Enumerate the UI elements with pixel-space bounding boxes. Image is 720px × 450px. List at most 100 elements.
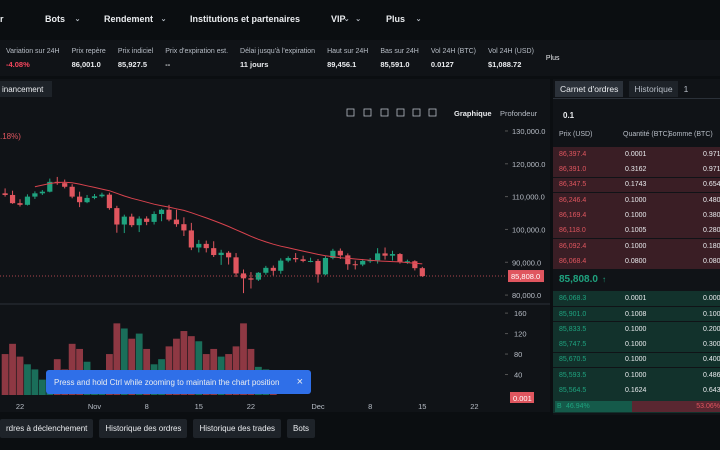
step-select[interactable]: 0.1	[563, 111, 575, 120]
bottom-tab[interactable]: Historique des trades	[193, 418, 282, 438]
stat-label: Prix d'expiration est.	[165, 47, 229, 55]
stat-value: 85,927.5	[117, 59, 148, 69]
book-row: 86,391.0 0.3162 0.971	[553, 162, 720, 178]
candle-body	[24, 196, 31, 205]
candle-body	[412, 261, 418, 269]
stats-more[interactable]: Plus	[545, 54, 560, 62]
book-row: 85,670.5 0.1000 0.400	[553, 352, 720, 368]
toolbar-icon	[346, 108, 355, 117]
candle-body	[151, 214, 157, 222]
book-cell: 86,391.0	[559, 166, 587, 174]
book-cell: 85,593.5	[559, 371, 587, 379]
candle-body	[129, 216, 135, 226]
book-row: 86,246.4 0.1000 0.480	[553, 192, 720, 208]
book-cell: 0.0001	[625, 295, 647, 303]
nav-item[interactable]: Rendement	[104, 14, 154, 24]
stat: Haut sur 24H 89,456.1	[327, 48, 368, 69]
nav-item[interactable]: r	[0, 14, 4, 24]
volume-bar	[24, 364, 31, 395]
volume-bar	[9, 343, 16, 395]
bottom-tab[interactable]: Historique des ordres	[99, 418, 188, 438]
candle-body	[158, 209, 165, 215]
stat-value: 89,456.1	[327, 59, 357, 69]
book-row: 85,901.0 0.1008 0.100	[553, 306, 720, 322]
book-cell: 86,397.4	[559, 150, 587, 158]
last-price-label: 85,808.0	[511, 272, 540, 281]
book-row: 86,068.4 0.0800 0.080	[553, 254, 720, 269]
order-book: Carnet d'ordres Historique 1 0.1 Prix (USD) Q…	[553, 79, 720, 415]
view-tab: Profondeur	[500, 109, 538, 118]
nav-item[interactable]: Bots	[45, 14, 65, 24]
chevron: ⌄	[74, 16, 81, 23]
volume-bar	[135, 333, 143, 395]
book-row: 85,564.5 0.1624 0.643	[553, 383, 720, 398]
book-tabs: Carnet d'ordres Historique 1	[553, 79, 720, 99]
y-tick-label: 80,000.0	[512, 291, 541, 300]
candle-body	[278, 260, 284, 271]
close-icon[interactable]: ×	[296, 376, 303, 388]
candle-body	[263, 267, 269, 273]
book-cell: 86,169.4	[559, 212, 587, 220]
volume-tick-label: 40	[514, 371, 522, 380]
book-cell: 86,068.3	[559, 295, 587, 303]
book-cell: 0.3162	[625, 166, 647, 174]
candle-body	[121, 216, 127, 225]
book-tab[interactable]: Historique	[629, 80, 678, 97]
stat: Prix repère 86,001.0	[72, 48, 106, 69]
stat: Délai jusqu'à l'expiration 11 jours	[240, 48, 315, 69]
volume-tick-label: 120	[514, 330, 527, 339]
book-tab[interactable]: Carnet d'ordres	[555, 80, 624, 97]
stat-label: Bas sur 24H	[380, 47, 419, 55]
book-row: 86,118.0 0.1005 0.280	[553, 223, 720, 239]
x-tick-label: 22	[16, 402, 24, 411]
candle-body	[2, 193, 8, 195]
toolbar-icon	[363, 108, 372, 117]
x-tick-label: 8	[368, 402, 372, 411]
volume-bar	[113, 323, 121, 395]
nav-item[interactable]: Institutions et partenaires	[190, 14, 301, 24]
stat: Variation sur 24H -4.08%	[6, 48, 60, 69]
book-cell: 0.1000	[625, 212, 647, 220]
stat-value: 0.0127	[430, 59, 454, 69]
nav-item[interactable]: VIP	[331, 14, 346, 24]
book-header-cell: Quantité (BTC)	[623, 131, 671, 138]
chart-panel: inancement Graphique Profondeur .18%) 130,00…	[0, 79, 550, 412]
bottom-tab[interactable]: rdres à déclenchement	[0, 418, 94, 438]
stat-label: Prix indiciel	[117, 47, 154, 55]
book-cell: 0.400	[703, 356, 720, 364]
book-tab[interactable]: 1	[683, 83, 689, 94]
up-arrow: ↑	[601, 275, 606, 285]
candle-body	[47, 181, 53, 192]
book-cell: 0.486	[703, 371, 720, 379]
nav-item[interactable]: Plus	[386, 14, 406, 24]
candle-body	[375, 253, 381, 261]
book-cell: 0.100	[703, 310, 720, 318]
tooltip-text: Press and hold Ctrl while zooming to mai…	[54, 377, 280, 387]
volume-tick-label: 80	[514, 350, 522, 359]
candle-body	[39, 191, 45, 194]
bottom-tab[interactable]: Bots	[287, 418, 316, 438]
book-cell: 0.000	[703, 295, 720, 303]
buy-share	[555, 401, 633, 412]
book-cell: 0.1000	[625, 196, 647, 204]
stat-value: 11 jours	[240, 59, 269, 69]
candle-body	[293, 257, 299, 260]
stat: Vol 24H (USD) $1,088.72	[488, 48, 534, 69]
candle-body	[337, 250, 343, 256]
stats-bar: Variation sur 24H -4.08% Prix repère 86,001…	[0, 40, 720, 76]
view-tab: Graphique	[454, 109, 492, 118]
book-cell: 86,118.0	[559, 227, 586, 235]
stat-label: Vol 24H (USD)	[488, 47, 534, 55]
stat-value: 85,591.0	[380, 59, 410, 69]
stat: Vol 24H (BTC) 0.0127	[431, 48, 476, 69]
candle-body	[345, 255, 351, 265]
candle-body	[330, 250, 336, 258]
y-tick-label: 130,000.0	[512, 127, 545, 136]
book-header-cell: Prix (USD)	[559, 131, 593, 138]
volume-bar	[38, 379, 46, 395]
buy-label: 46.94%	[566, 403, 590, 410]
book-cell: 85,833.5	[559, 325, 587, 333]
candle-body	[106, 194, 112, 209]
candle-body	[114, 208, 120, 225]
